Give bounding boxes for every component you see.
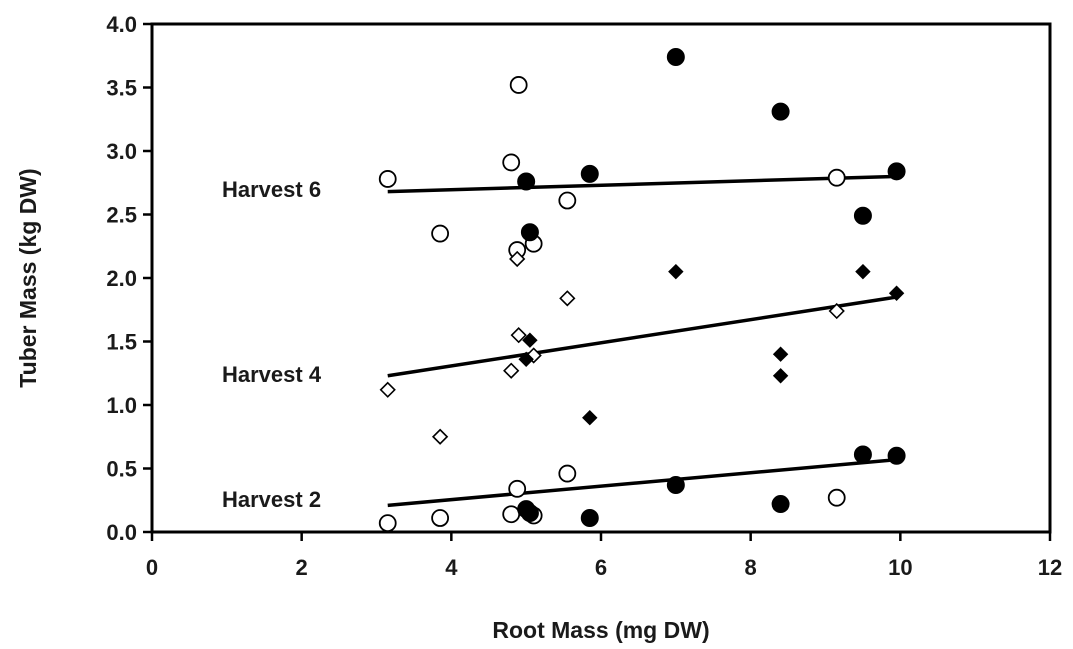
- open-diamond-point: [503, 362, 520, 379]
- filled-circle-point: [771, 495, 790, 514]
- x-tick-label: 8: [745, 555, 757, 580]
- filled-diamond-point: [522, 332, 538, 348]
- data-points: [378, 48, 906, 533]
- y-axis-title: Tuber Mass (kg DW): [15, 168, 41, 387]
- trend-line: [387, 457, 897, 508]
- y-tick-label: 1.5: [106, 330, 137, 355]
- x-tick-label: 6: [595, 555, 607, 580]
- filled-circle-point: [580, 164, 599, 183]
- y-tick-label: 4.0: [106, 12, 137, 37]
- filled-circle-point: [666, 476, 685, 495]
- y-tick-label: 3.0: [106, 139, 137, 164]
- open-circle-point: [509, 76, 528, 94]
- x-tick-label: 12: [1038, 555, 1062, 580]
- open-circle-point: [378, 170, 397, 188]
- filled-circle-point: [666, 48, 685, 67]
- open-circle-point: [827, 488, 846, 507]
- x-tick-label: 0: [146, 555, 158, 580]
- filled-circle-point: [771, 102, 790, 121]
- open-circle-point: [508, 479, 527, 498]
- plot-frame: [150, 22, 1052, 534]
- open-circle-point: [378, 514, 397, 533]
- filled-diamond-point: [772, 368, 789, 384]
- open-circle-point: [431, 224, 450, 243]
- series-label: Harvest 2: [222, 487, 321, 512]
- filled-diamond-point: [888, 285, 905, 301]
- open-circle-point: [502, 505, 521, 524]
- open-circle-point: [558, 464, 577, 483]
- filled-diamond-point: [668, 263, 684, 280]
- open-circle-point: [827, 168, 846, 187]
- trend-lines: [387, 174, 897, 508]
- x-tick-label: 10: [888, 555, 912, 580]
- x-axis-title: Root Mass (mg DW): [492, 617, 709, 643]
- y-tick-label: 2.5: [106, 203, 137, 228]
- open-diamond-point: [559, 290, 576, 307]
- y-tick-label: 0.0: [106, 520, 137, 545]
- y-tick-label: 3.5: [106, 76, 137, 101]
- x-tick-label: 4: [445, 555, 458, 580]
- y-tick-label: 2.0: [106, 266, 137, 291]
- filled-circle-point: [520, 223, 539, 242]
- series-label: Harvest 4: [222, 362, 322, 387]
- filled-circle-point: [580, 509, 599, 528]
- filled-diamond-point: [855, 263, 871, 280]
- plot-border: [150, 22, 1052, 534]
- open-diamond-point: [379, 381, 396, 398]
- trend-line: [387, 174, 897, 194]
- series-label: Harvest 6: [222, 177, 321, 202]
- trend-line: [387, 295, 897, 378]
- open-diamond-point: [509, 250, 526, 268]
- y-tick-label: 1.0: [106, 393, 137, 418]
- filled-circle-point: [853, 445, 872, 464]
- open-diamond-point: [510, 327, 527, 344]
- open-circle-point: [502, 153, 521, 172]
- open-diamond-point: [431, 428, 449, 445]
- x-tick-label: 2: [296, 555, 308, 580]
- filled-circle-point: [517, 172, 536, 191]
- filled-circle-point: [520, 503, 539, 522]
- filled-circle-point: [853, 206, 872, 225]
- filled-circle-point: [887, 446, 906, 465]
- filled-diamond-point: [518, 351, 534, 367]
- axis-ticks: 0 2 4 6 8 10 12 0.0 0.5 1.0 1.5 2.0 2.5 3.0 3.5 4.0: [106, 12, 1062, 580]
- series-labels: Harvest 6 Harvest 4 Harvest 2: [222, 177, 322, 512]
- filled-circle-point: [887, 162, 906, 181]
- open-circle-point: [431, 509, 450, 527]
- filled-diamond-point: [772, 346, 789, 362]
- open-diamond-point: [828, 302, 845, 320]
- y-tick-label: 0.5: [106, 457, 137, 482]
- filled-diamond-point: [582, 409, 598, 426]
- open-circle-point: [558, 191, 577, 210]
